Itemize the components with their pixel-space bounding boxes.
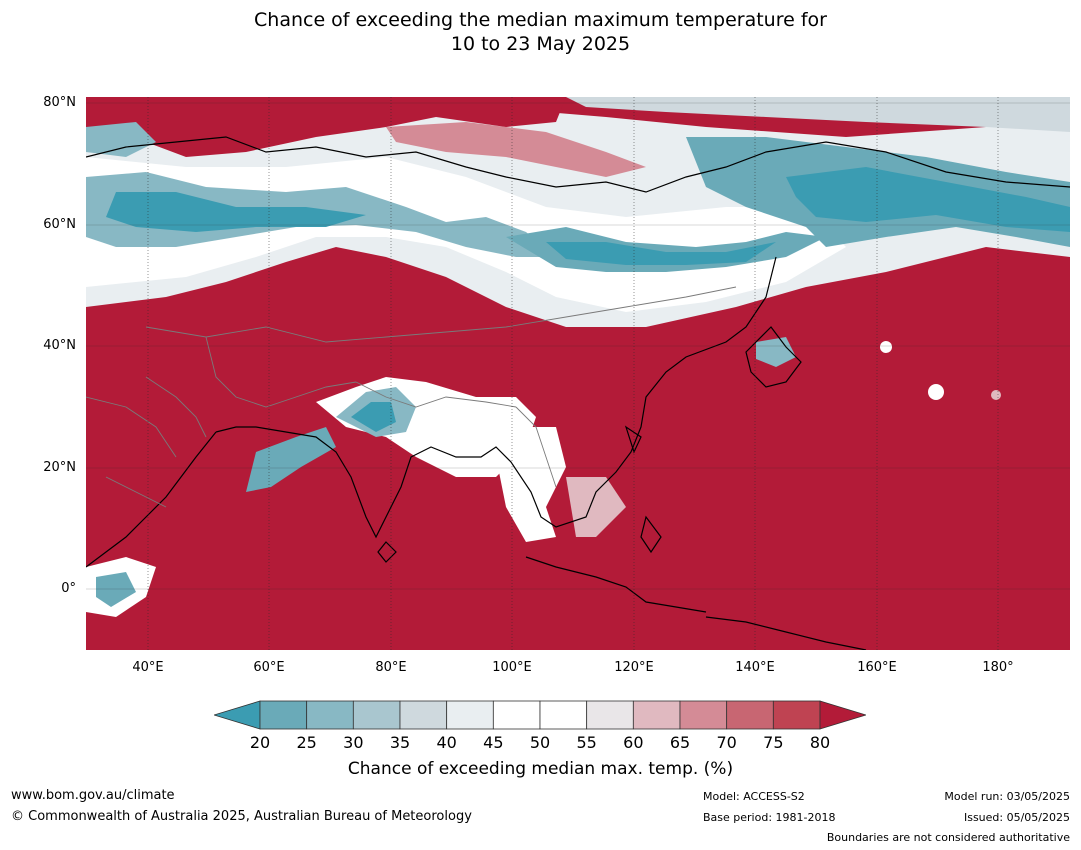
east-siberia-cool-core [786,167,1070,232]
model-run: Model run: 03/05/2025 [944,790,1070,803]
country-borders [86,286,737,508]
colorbar-cell [446,700,494,730]
west-siberia-cool-core [106,192,366,232]
boundaries-disclaimer: Boundaries are not considered authoritat… [826,831,1070,844]
pacific-blob-2 [991,390,1001,400]
lon-label-120e: 120°E [614,660,654,675]
colorbar-cells [214,700,866,730]
colorbar-cell [679,700,728,730]
lat-label-20n: 20°N [43,460,76,475]
se-asia-neutral [496,427,566,542]
colorbar-tick-label: 60 [623,733,644,752]
lon-label-160e: 160°E [857,660,897,675]
colorbar-cell [352,700,401,730]
colorbar-cell [586,700,634,730]
colorbar-tick-label: 50 [529,733,551,752]
lon-label-80e: 80°E [375,660,407,675]
lat-label-80n: 80°N [43,95,76,110]
arctic-north-red [86,97,566,157]
lon-label-40e: 40°E [132,660,164,675]
east-africa-cool [96,572,136,607]
colorbar-label: Chance of exceeding median max. temp. (%… [347,759,734,779]
title-line-2: 10 to 23 May 2025 [450,33,631,55]
colorbar-tick-label: 35 [389,733,411,752]
colorbar-tick-label: 30 [343,733,364,752]
arabian-sea-cool [246,427,336,492]
colorbar-tick-label: 20 [249,733,271,752]
japan-cool [756,337,796,367]
lon-label-60e: 60°E [253,660,285,675]
colorbar [214,700,866,730]
colorbar-tick-label: 70 [716,733,737,752]
lon-label-140e: 140°E [735,660,775,675]
colorbar-tick-label: 45 [483,733,504,752]
model-name: Model: ACCESS-S2 [703,790,805,803]
lat-label-0: 0° [61,581,76,596]
lat-label-60n: 60°N [43,217,76,232]
tibet-cool-core [351,402,396,432]
coastlines [86,136,1070,650]
colorbar-cell [632,700,681,730]
map-title: Chance of exceeding the median maximum t… [0,8,1081,56]
colorbar-extend-low [214,700,261,730]
colorbar-tick-label: 55 [576,733,597,752]
copyright-text: © Commonwealth of Australia 2025, Austra… [11,809,472,824]
website-link[interactable]: www.bom.gov.au/climate [11,788,175,803]
colorbar-tick-label: 80 [809,733,831,752]
lat-label-40n: 40°N [43,338,76,353]
temperature-map[interactable] [86,97,1070,650]
colorbar-cell [726,700,774,730]
lon-label-100e: 100°E [492,660,532,675]
pacific-blob-1 [928,384,944,400]
issued-date: Issued: 05/05/2025 [963,811,1070,824]
arctic-neutral [566,97,1070,132]
colorbar-cell [772,700,821,730]
colorbar-cell [492,700,541,730]
latitude-lines [86,102,1070,590]
base-period: Base period: 1981-2018 [703,811,836,824]
colorbar-tick-label: 40 [436,733,457,752]
pacific-blob-3 [880,341,892,353]
colorbar-tick-label: 75 [763,733,784,752]
arctic-pink [386,122,646,177]
colorbar-tick-label: 65 [669,733,691,752]
indochina-pink [566,477,626,537]
central-siberia-cool-core [546,242,776,265]
graticule [147,97,999,650]
title-line-1: Chance of exceeding the median maximum t… [254,9,827,31]
map-canvas [86,97,1070,650]
colorbar-tick-label: 25 [296,733,317,752]
colorbar-cell [539,700,588,730]
lon-label-180: 180° [982,660,1014,675]
colorbar-cell [259,700,308,730]
colorbar-extend-high [819,700,866,730]
colorbar-cell [306,700,354,730]
colorbar-cell [399,700,448,730]
arctic-north-cool [86,122,156,157]
